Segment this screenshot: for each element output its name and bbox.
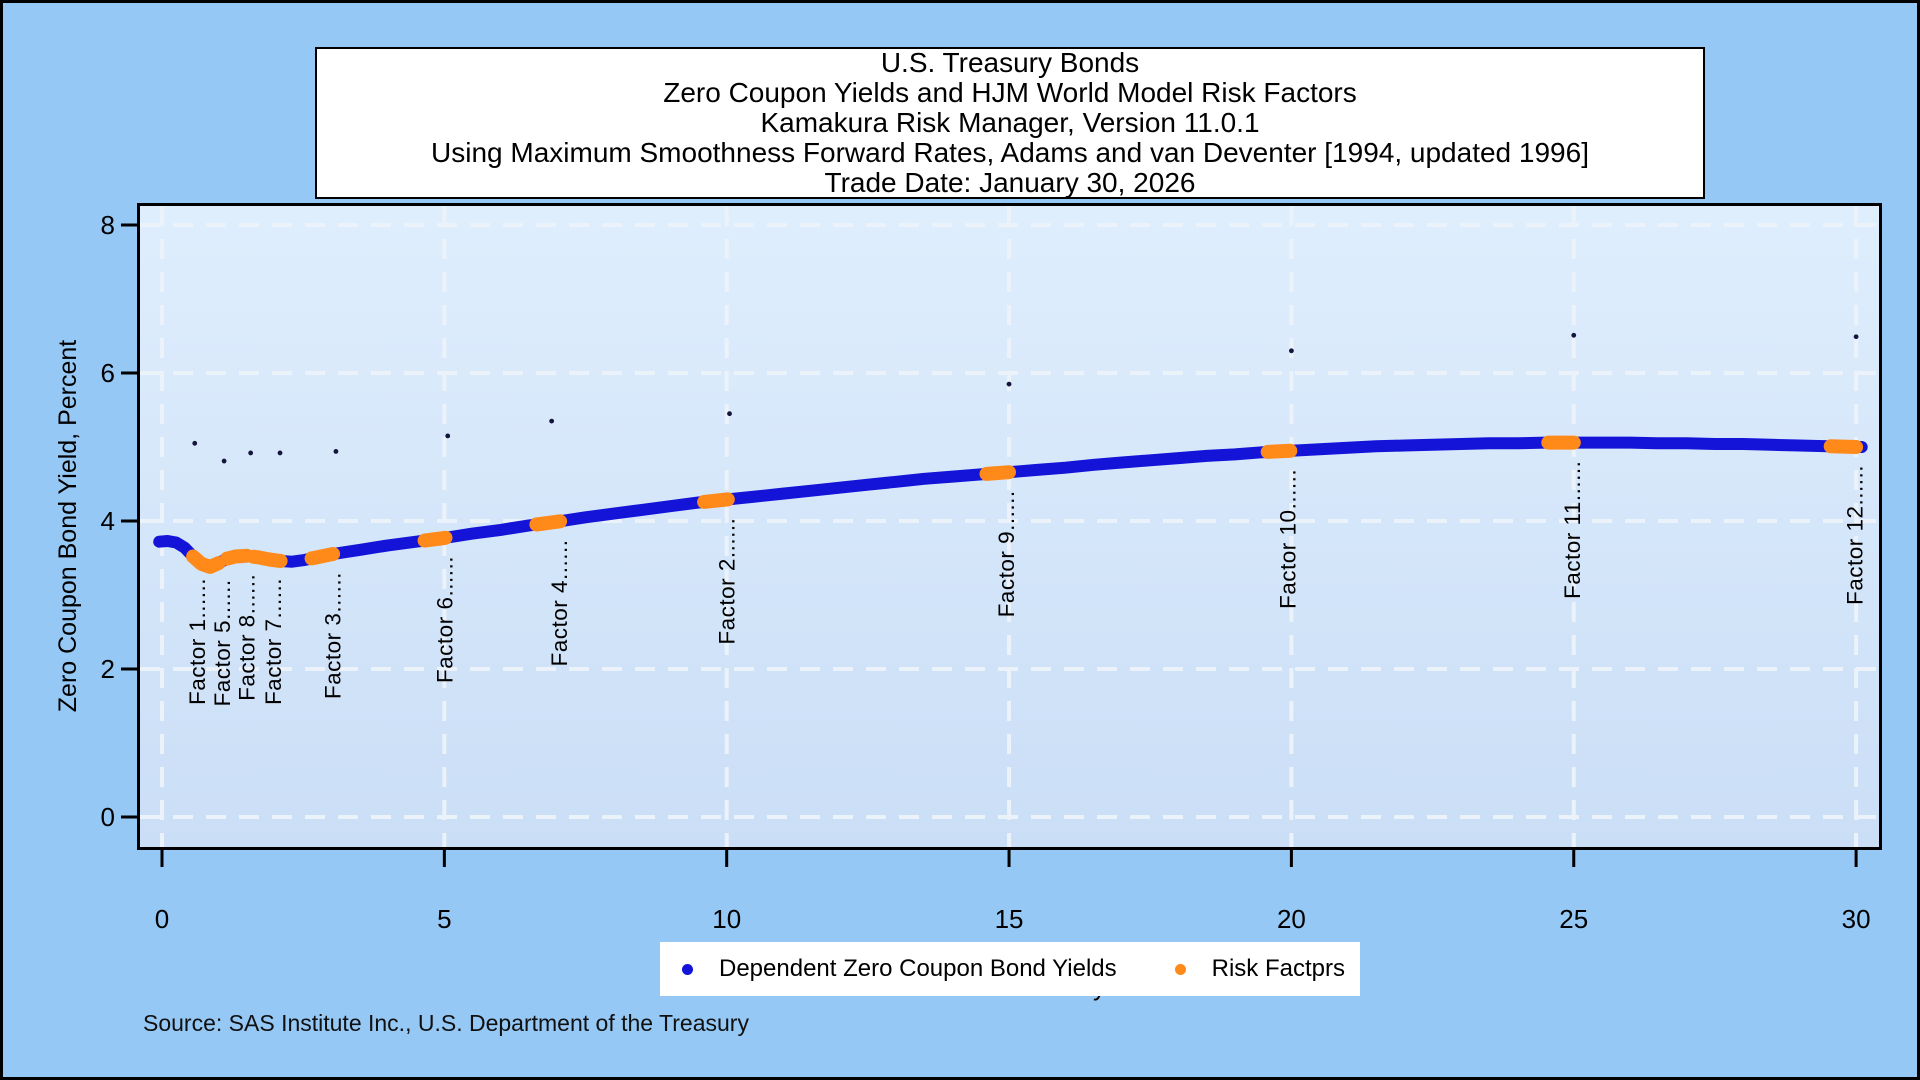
y-axis-title: Zero Coupon Bond Yield, Percent bbox=[54, 340, 82, 713]
legend-item-yields: Dependent Zero Coupon Bond Yields bbox=[682, 955, 1117, 983]
legend-label-risk-factors: Risk Factprs bbox=[1211, 955, 1345, 982]
plot-border bbox=[137, 203, 1882, 850]
x-tick-label: 20 bbox=[1277, 904, 1306, 934]
orange-dot-icon bbox=[1174, 963, 1186, 975]
risk-factor-segments bbox=[186, 435, 1864, 574]
factor-label-factor-3: Factor 3...... bbox=[321, 572, 346, 699]
gridlines bbox=[140, 206, 1879, 847]
stray-dot bbox=[1289, 348, 1294, 354]
factor-label-factor-6: Factor 6...... bbox=[432, 556, 457, 683]
title-line-4: Using Maximum Smoothness Forward Rates, … bbox=[431, 137, 1589, 168]
y-tick-label: 2 bbox=[101, 654, 115, 684]
risk-factor-segment bbox=[260, 552, 288, 568]
stray-dot bbox=[248, 450, 254, 456]
factor-label-factor-10: Factor 10...... bbox=[1275, 469, 1300, 609]
risk-factor-segment bbox=[697, 492, 735, 509]
x-tick-label: 0 bbox=[155, 904, 169, 934]
x-tick-label: 15 bbox=[995, 904, 1024, 934]
x-tick-label: 10 bbox=[712, 904, 741, 934]
factor-label-factor-12: Factor 12...... bbox=[1842, 465, 1867, 605]
y-tick-label: 8 bbox=[101, 210, 115, 240]
stray-dot bbox=[192, 440, 198, 446]
y-tick-label: 0 bbox=[101, 802, 115, 832]
factor-labels: Factor 1...... Factor 5...... Factor 8....… bbox=[185, 461, 1867, 707]
factor-label-factor-7: Factor 7...... bbox=[261, 578, 286, 705]
factor-label-factor-4: Factor 4...... bbox=[547, 539, 572, 666]
factor-label-factor-1: Factor 1...... bbox=[185, 578, 210, 705]
x-axis-tick-labels: 0 5 10 15 20 25 30 bbox=[155, 904, 1871, 934]
x-tick-label: 5 bbox=[437, 904, 451, 934]
x-axis-ticks bbox=[160, 850, 1858, 867]
blue-dot-icon bbox=[682, 963, 693, 975]
source-note: Source: SAS Institute Inc., U.S. Departm… bbox=[143, 1010, 749, 1036]
y-tick-label: 4 bbox=[101, 506, 115, 536]
risk-factor-segment bbox=[186, 549, 226, 574]
stray-dot bbox=[549, 418, 555, 424]
x-tick-label: 25 bbox=[1559, 904, 1588, 934]
title-line-5: Trade Date: January 30, 2026 bbox=[824, 167, 1196, 198]
y-axis-tick-labels: 0 2 4 6 8 bbox=[101, 210, 115, 832]
stray-dot bbox=[277, 450, 283, 456]
title-line-2: Zero Coupon Yields and HJM World Model R… bbox=[663, 77, 1357, 108]
factor-label-factor-9: Factor 9...... bbox=[994, 490, 1019, 617]
legend-label-yields: Dependent Zero Coupon Bond Yields bbox=[719, 955, 1117, 982]
chart-legend: Dependent Zero Coupon Bond Yields Risk F… bbox=[660, 942, 1360, 996]
y-axis-ticks bbox=[121, 223, 137, 819]
stray-dot bbox=[445, 433, 451, 439]
risk-factor-segment bbox=[1823, 439, 1864, 454]
y-tick-label: 6 bbox=[101, 358, 115, 388]
title-line-1: U.S. Treasury Bonds bbox=[880, 47, 1140, 78]
x-tick-label: 30 bbox=[1842, 904, 1871, 934]
risk-factor-segment bbox=[219, 548, 254, 566]
factor-label-factor-11: Factor 11...... bbox=[1560, 461, 1585, 599]
risk-factor-segment bbox=[1260, 443, 1298, 459]
stray-dot bbox=[1006, 381, 1012, 387]
risk-factor-segment bbox=[417, 530, 453, 548]
legend-item-risk-factors: Risk Factprs bbox=[1174, 955, 1345, 983]
stray-dot bbox=[1571, 332, 1577, 338]
stray-dot bbox=[333, 449, 339, 454]
stray-dot bbox=[1853, 334, 1859, 340]
factor-label-factor-8: Factor 8...... bbox=[235, 574, 260, 701]
chart-title-box: U.S. Treasury Bonds Zero Coupon Yields a… bbox=[315, 47, 1705, 199]
risk-factor-segment bbox=[304, 547, 341, 566]
title-line-3: Kamakura Risk Manager, Version 11.0.1 bbox=[760, 107, 1260, 138]
risk-factor-segment bbox=[529, 514, 568, 532]
stray-dots bbox=[192, 332, 1859, 464]
stray-dot bbox=[221, 458, 227, 464]
factor-label-factor-2: Factor 2...... bbox=[715, 518, 740, 645]
stray-dot bbox=[727, 411, 732, 417]
risk-factor-segment bbox=[979, 465, 1016, 481]
factor-label-factor-5: Factor 5...... bbox=[210, 579, 235, 706]
